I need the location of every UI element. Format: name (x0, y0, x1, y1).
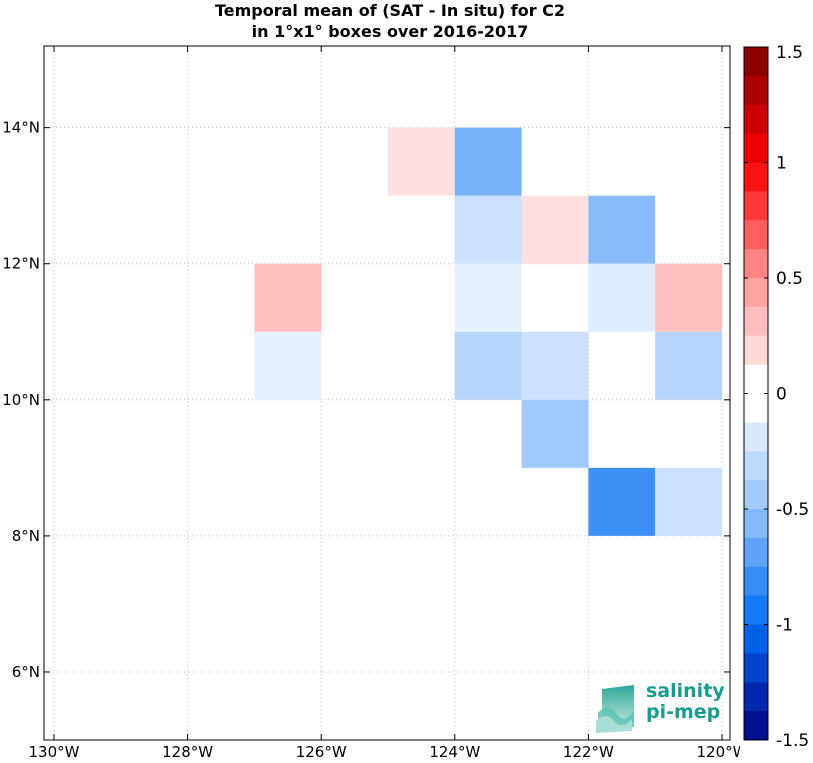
logo-line-1: salinity (646, 680, 725, 702)
colorbar-level (744, 75, 768, 106)
colorbar-level (744, 566, 768, 597)
colorbar-level (744, 220, 768, 250)
anomaly-cell (454, 127, 522, 196)
anomaly-cell (254, 331, 322, 400)
colorbar-tick-label: 1 (776, 154, 787, 174)
colorbar-ticks: 1.5 1 0.5 0 -0.5 -1 -1.5 (744, 43, 809, 751)
anomaly-cell (588, 467, 656, 536)
lat-tick-label: 8°N (12, 527, 40, 545)
title-line-2: in 1°x1° boxes over 2016-2017 (251, 22, 529, 41)
map-frame-outline (43, 45, 731, 741)
anomaly-cell (521, 331, 589, 400)
salinity-pi-mep-logo: salinity pi-mep (594, 680, 725, 733)
anomaly-cell (254, 263, 322, 332)
lon-tick-label: 124°W (429, 743, 480, 761)
anomaly-cell (454, 263, 522, 332)
anomaly-cell (388, 127, 455, 196)
colorbar-level (744, 393, 768, 423)
colorbar-level (744, 422, 768, 452)
lat-tick-label: 6°N (12, 663, 40, 681)
colorbar-level (744, 191, 768, 221)
anomaly-cell (454, 195, 522, 264)
colorbar-tick-label: 0 (776, 385, 787, 405)
colorbar-level (744, 104, 768, 135)
anomaly-cell (655, 467, 722, 536)
colorbar-tick-label: 0.5 (776, 269, 803, 289)
colorbar-level (744, 47, 768, 77)
colorbar-level (744, 624, 768, 654)
anomaly-cell (655, 331, 722, 400)
map-frame (43, 45, 731, 741)
colorbar-level (744, 364, 768, 394)
colorbar-level (744, 595, 768, 625)
colorbar-tick-label: -1 (776, 616, 793, 636)
colorbar-level (744, 711, 768, 741)
map-panel: 130°W 128°W 126°W 124°W 122°W 120°W 6°N 8°N 10°N… (2, 45, 740, 761)
colorbar-tick-label: -0.5 (776, 500, 809, 520)
colorbar-level (744, 162, 768, 192)
colorbar-level (744, 509, 768, 539)
map-title: Temporal mean of (SAT - In situ) for C2 … (0, 0, 780, 42)
anomaly-cell (588, 195, 656, 264)
anomaly-cell (521, 195, 589, 264)
colorbar-level (744, 451, 768, 481)
lat-tick-label: 12°N (2, 255, 40, 273)
colorbar-level (744, 682, 768, 712)
lon-tick-label: 128°W (162, 743, 213, 761)
colorbar-level (744, 537, 768, 568)
lon-tick-label: 122°W (563, 743, 614, 761)
colorbar-tick-label: 1.5 (776, 43, 803, 63)
colorbar-levels (744, 47, 768, 741)
anomaly-cell (521, 399, 589, 468)
anomaly-cell (655, 263, 722, 332)
colorbar-level (744, 306, 768, 337)
anomaly-cell (588, 263, 656, 332)
anomaly-cells (254, 127, 722, 536)
colorbar-level (744, 249, 768, 279)
colorbar-tick-label: -1.5 (776, 731, 809, 751)
colorbar-level (744, 480, 768, 510)
anomaly-cell (454, 331, 522, 400)
wave-logo-icon (596, 685, 634, 733)
logo-line-2: pi-mep (646, 701, 721, 723)
colorbar-level (744, 278, 768, 308)
colorbar-level (744, 653, 768, 683)
colorbar-level (744, 133, 768, 163)
title-line-1: Temporal mean of (SAT - In situ) for C2 (214, 1, 566, 20)
lon-tick-label: 126°W (296, 743, 347, 761)
lat-tick-label: 14°N (2, 119, 40, 137)
axis-ticks: 130°W 128°W 126°W 124°W 122°W 120°W 6°N 8°N 10°N… (2, 46, 740, 761)
lon-tick-label: 120°W (697, 743, 740, 761)
lon-tick-label: 130°W (29, 743, 80, 761)
lat-tick-label: 10°N (2, 391, 40, 409)
colorbar-level (744, 335, 768, 366)
